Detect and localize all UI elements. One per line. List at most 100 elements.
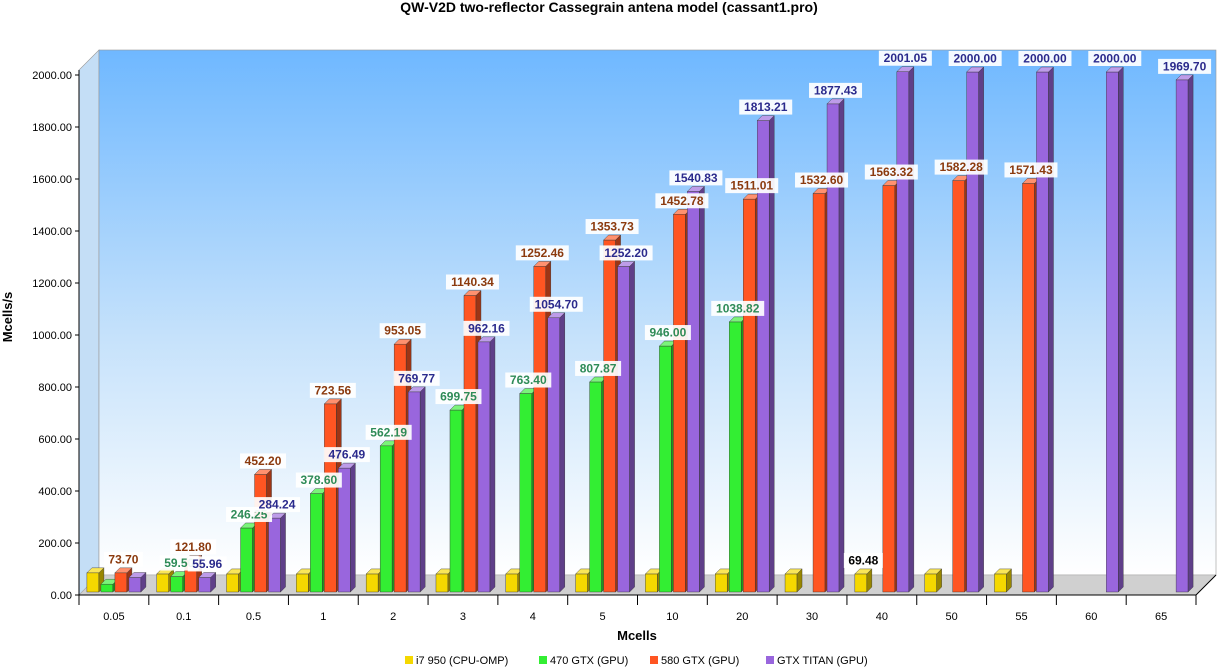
y-tick-label: 1800.00 (32, 122, 72, 134)
data-label-bg (445, 274, 499, 290)
data-label-bg (170, 539, 217, 555)
y-tick-label: 1000.00 (32, 330, 72, 342)
data-label-bg (1088, 51, 1142, 66)
x-tick-label: 0.1 (176, 611, 191, 623)
bar-top (198, 572, 217, 578)
data-label: 69.48 (848, 553, 878, 567)
data-label: 378.60 (300, 473, 337, 487)
data-label-bg (1018, 51, 1072, 66)
data-label: 962.16 (468, 321, 505, 335)
data-label: 953.05 (384, 324, 421, 338)
data-label-bg (934, 159, 988, 175)
bar-front (966, 71, 979, 593)
bar (407, 386, 426, 593)
bar-side (350, 462, 356, 593)
bar-front (715, 573, 728, 593)
x-tick-label: 50 (946, 611, 958, 623)
bar-front (1106, 71, 1119, 593)
bar-top (896, 66, 915, 72)
data-label: 763.40 (510, 373, 547, 387)
bar (477, 336, 496, 593)
bar-top (784, 568, 803, 575)
bar (547, 312, 566, 593)
bar-front (952, 180, 965, 593)
y-tick-label: 2000.00 (32, 70, 72, 82)
bar-front (673, 214, 686, 593)
data-label-bg (1158, 58, 1212, 74)
bar-top (323, 398, 342, 405)
data-label: 2000.00 (1093, 52, 1137, 66)
data-label: 1252.20 (604, 246, 648, 260)
bar-top (533, 261, 552, 267)
data-label: 59.50 (164, 556, 194, 570)
data-label: 946.00 (650, 326, 687, 340)
bar-top (86, 567, 105, 574)
bar-front (882, 185, 896, 593)
data-label: 2001.05 (884, 51, 928, 65)
data-label-bg (739, 99, 793, 115)
bar-top (854, 568, 873, 575)
bar-side (559, 312, 565, 593)
bar-front (254, 474, 267, 593)
legend-label: 470 GTX (GPU) (550, 655, 628, 667)
data-label-bg (529, 296, 583, 312)
bar-front (1175, 79, 1189, 593)
bar-top (966, 66, 985, 73)
y-axis-label: Mcells/s (0, 292, 15, 343)
data-label-bg (809, 82, 863, 98)
bar-front (268, 517, 281, 593)
data-label: 699.75 (440, 390, 477, 404)
data-label: 1877.43 (814, 83, 858, 97)
data-label: 2000.00 (953, 52, 997, 66)
data-label: 452.20 (245, 454, 282, 468)
bar (128, 571, 147, 593)
legend-label: 580 GTX (GPU) (661, 655, 739, 667)
bar (1105, 66, 1124, 593)
data-label: 1969.70 (1163, 59, 1207, 73)
bar-side (1048, 66, 1054, 593)
x-tick-label: 0.5 (246, 611, 261, 623)
data-label-bg (1004, 162, 1058, 178)
data-label: 1540.83 (674, 171, 718, 185)
bar-front (687, 191, 700, 593)
data-label: 723.56 (314, 383, 351, 397)
y-tick-label: 200.00 (38, 538, 72, 550)
bar-front (924, 573, 937, 593)
data-label: 2000.00 (1023, 52, 1067, 66)
data-label-bg (295, 472, 342, 488)
data-label-bg (585, 219, 639, 235)
bar (337, 462, 356, 593)
bar-front (1022, 183, 1035, 593)
bar-top (617, 261, 636, 267)
x-tick-label: 65 (1155, 611, 1167, 623)
bar-front (575, 573, 588, 593)
data-label-bg (711, 300, 765, 316)
bar-top (393, 339, 412, 345)
bar-front (198, 577, 211, 593)
bar-top (756, 115, 775, 121)
bar-front (100, 584, 114, 593)
data-label: 1452.78 (660, 194, 704, 208)
bar-front (435, 573, 449, 593)
bar (854, 568, 873, 593)
bar (198, 571, 217, 593)
bar-side (419, 386, 426, 593)
bar-front (896, 71, 910, 593)
bar (86, 567, 105, 593)
bar-front (296, 573, 309, 593)
x-tick-label: 55 (1015, 611, 1027, 623)
bar-front (743, 198, 756, 593)
data-label: 1582.28 (939, 160, 983, 174)
y-tick-label: 1600.00 (32, 174, 72, 186)
data-label-bg (379, 323, 426, 339)
x-tick-label: 1 (320, 611, 326, 623)
data-label-bg (515, 245, 569, 261)
bar-top (128, 572, 147, 578)
data-label-bg (240, 453, 287, 469)
bar-front (617, 266, 630, 593)
data-label: 1252.46 (521, 246, 565, 260)
data-label-bg (575, 360, 622, 376)
bar-top (603, 234, 622, 241)
data-label: 73.70 (108, 552, 138, 566)
